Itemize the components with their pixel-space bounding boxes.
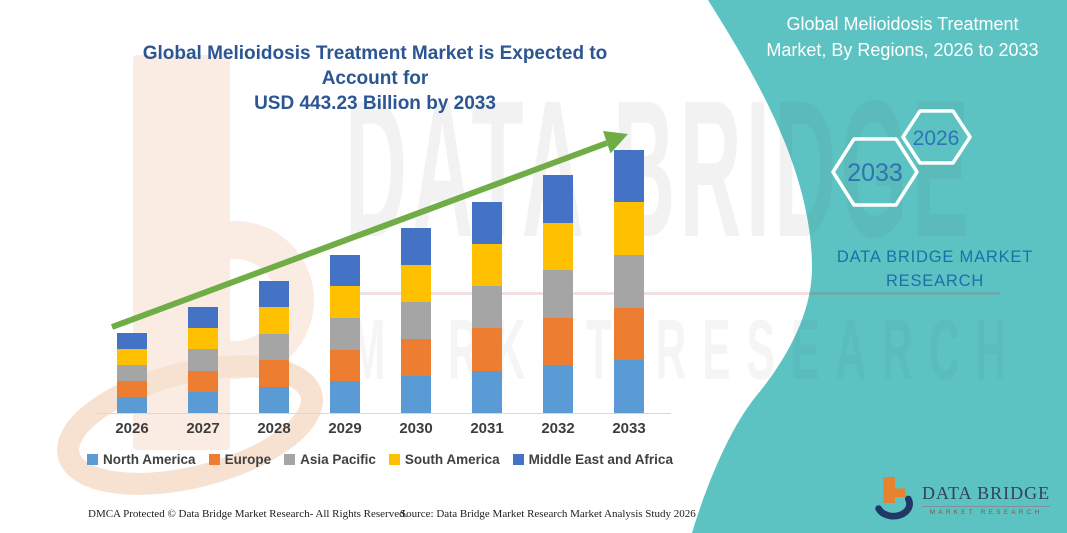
bar-segment-2030-north-america (401, 376, 431, 413)
bar-segment-2030-europe (401, 339, 431, 377)
legend-item-north-america: North America (87, 452, 196, 467)
bar-segment-2027-asia-pacific (188, 349, 218, 371)
bar-segment-2028-asia-pacific (259, 333, 289, 361)
footer-source-text: Source: Data Bridge Market Research Mark… (400, 508, 696, 520)
company-logo: DATA BRIDGE MARKET RESEARCH (872, 476, 1051, 522)
bar-segment-2028-europe (259, 360, 289, 387)
page-title: Global Melioidosis Treatment Market is E… (110, 41, 640, 116)
brand-wordmark-line2: RESEARCH (885, 272, 985, 290)
bar-segment-2033-middle-east-and-africa (614, 149, 644, 203)
x-axis-label-2030: 2030 (399, 420, 433, 437)
legend-item-asia-pacific: Asia Pacific (284, 452, 376, 467)
footer-dmca-text: DMCA Protected © Data Bridge Market Rese… (88, 508, 408, 520)
side-panel-title-line2: Market, By Regions, 2026 to 2033 (766, 40, 1039, 60)
side-panel-title-line1: Global Melioidosis Treatment (786, 14, 1019, 34)
legend-label: Europe (224, 452, 272, 467)
bar-segment-2027-europe (188, 370, 218, 392)
legend-item-middle-east-and-africa: Middle East and Africa (512, 452, 673, 467)
hexagon-2033 (831, 137, 919, 207)
side-panel-title: Global Melioidosis Treatment Market, By … (755, 11, 1050, 63)
bar-segment-2026-middle-east-and-africa (117, 332, 147, 349)
x-axis-line (97, 413, 671, 414)
legend-item-south-america: South America (388, 452, 500, 467)
legend-item-europe: Europe (208, 452, 272, 467)
x-axis-label-2026: 2026 (115, 420, 149, 437)
bar-segment-2033-europe (614, 307, 644, 361)
x-axis-labels: 2026 2027 2028 2029 2030 2031 2032 2033 (85, 420, 675, 440)
bar-segment-2029-north-america (330, 381, 360, 413)
x-axis-label-2031: 2031 (470, 420, 504, 437)
bar-segment-2026-north-america (117, 396, 147, 413)
legend-swatch (512, 454, 524, 465)
bar-segment-2033-south-america (614, 202, 644, 255)
legend-swatch (388, 454, 400, 465)
bar-segment-2026-south-america (117, 348, 147, 365)
x-axis-label-2029: 2029 (328, 420, 362, 437)
hexagon-2033-label: 2033 (847, 159, 903, 187)
bar-segment-2029-europe (330, 349, 360, 382)
bar-segment-2033-north-america (614, 360, 644, 413)
hexagon-2026-label: 2026 (913, 127, 960, 150)
bar-segment-2026-asia-pacific (117, 364, 147, 381)
bar-segment-2026-europe (117, 380, 147, 397)
x-axis-label-2028: 2028 (257, 420, 291, 437)
company-logo-subtitle: MARKET RESEARCH (929, 508, 1043, 516)
page-title-line2: USD 443.23 Billion by 2033 (254, 93, 496, 114)
company-logo-text: DATA BRIDGE MARKET RESEARCH (922, 483, 1051, 516)
bar-segment-2031-north-america (472, 370, 502, 413)
legend-label: Asia Pacific (300, 452, 376, 467)
legend-label: Middle East and Africa (528, 452, 673, 467)
bar-2033 (614, 149, 644, 413)
x-axis-label-2033: 2033 (612, 420, 646, 437)
bar-segment-2027-north-america (188, 391, 218, 413)
bar-segment-2027-south-america (188, 328, 218, 350)
x-axis-label-2032: 2032 (541, 420, 575, 437)
legend-swatch (87, 454, 99, 465)
brand-wordmark-line1: DATA BRIDGE MARKET (836, 248, 1034, 266)
legend-swatch (284, 454, 296, 465)
company-logo-name: DATA BRIDGE (922, 483, 1051, 507)
page-title-line1: Global Melioidosis Treatment Market is E… (142, 43, 608, 89)
brand-wordmark: DATA BRIDGE MARKET RESEARCH (800, 245, 1067, 293)
legend-swatch (208, 454, 220, 465)
bar-segment-2028-north-america (259, 386, 289, 413)
bar-segment-2031-europe (472, 328, 502, 371)
x-axis-label-2027: 2027 (186, 420, 220, 437)
chart-legend: North America Europe Asia Pacific South Ame… (85, 452, 675, 467)
bar-2026 (117, 332, 147, 413)
hexagon-2026 (901, 109, 972, 165)
data-bridge-b-icon (875, 476, 913, 520)
legend-label: North America (103, 452, 196, 467)
legend-label: South America (404, 452, 500, 467)
bar-segment-2033-asia-pacific (614, 254, 644, 308)
bar-segment-2032-north-america (543, 365, 573, 413)
